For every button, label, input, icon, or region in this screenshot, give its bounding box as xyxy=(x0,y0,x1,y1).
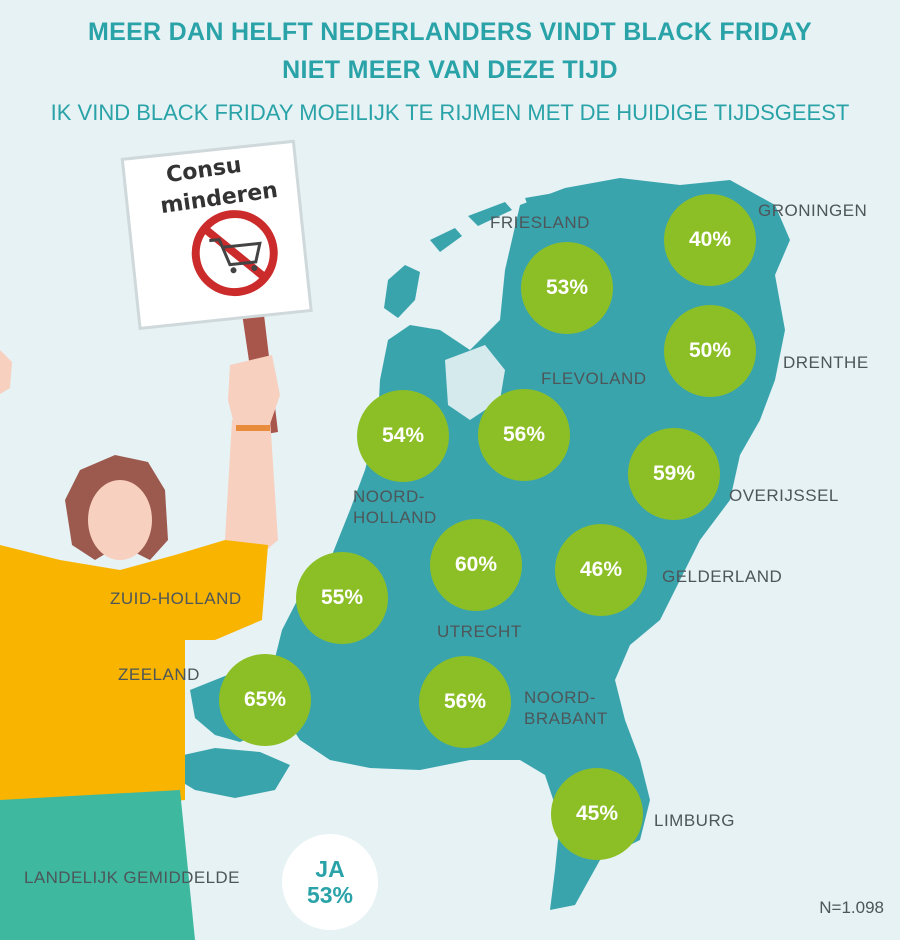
map-wadden-texel xyxy=(384,265,420,318)
national-average-badge: JA 53% xyxy=(282,834,378,930)
badge-flevoland: 56% xyxy=(478,389,570,481)
badge-friesland: 53% xyxy=(521,242,613,334)
sample-size: N=1.098 xyxy=(819,898,884,917)
left-hand xyxy=(0,350,12,394)
map-wadden-vlieland xyxy=(430,228,462,252)
woman-illustration xyxy=(0,139,313,940)
map-wadden-schiermonnikoog xyxy=(580,186,612,197)
label-groningen: GRONINGEN xyxy=(758,201,868,220)
badge-limburg: 45% xyxy=(551,768,643,860)
national-value: 53% xyxy=(306,882,354,908)
label-noord-holland-1: NOORD- xyxy=(353,487,425,506)
national-average-label: LANDELIJK GEMIDDELDE xyxy=(24,868,240,887)
map-mainland xyxy=(272,178,790,910)
label-limburg: LIMBURG xyxy=(654,811,735,830)
label-overijssel: OVERIJSSEL xyxy=(729,486,839,505)
label-drenthe: DRENTHE xyxy=(783,353,869,372)
badge-groningen: 40% xyxy=(664,194,756,286)
title-line-1: MEER DAN HELFT NEDERLANDERS VINDT BLACK … xyxy=(87,18,812,46)
hand xyxy=(228,355,280,432)
label-utrecht: UTRECHT xyxy=(437,622,522,641)
label-noord-brabant-1: NOORD- xyxy=(524,688,596,707)
raised-arm xyxy=(225,418,278,560)
badge-drenthe: 50% xyxy=(664,305,756,397)
badge-zuid-holland: 55% xyxy=(296,552,388,644)
badge-noord-holland: 54% xyxy=(357,390,449,482)
map-ijsselmeer xyxy=(445,345,505,420)
label-gelderland: GELDERLAND xyxy=(662,567,783,586)
map-wadden-ameland xyxy=(525,192,562,206)
label-noord-brabant-2: BRABANT xyxy=(524,709,608,728)
badge-noord-brabant: 56% xyxy=(419,656,511,748)
protest-sign xyxy=(120,139,313,331)
badge-gelderland: 46% xyxy=(555,524,647,616)
shirt xyxy=(0,540,268,815)
bracelet xyxy=(236,425,270,431)
label-flevoland: FLEVOLAND xyxy=(541,369,647,388)
badge-zeeland: 65% xyxy=(219,654,311,746)
face xyxy=(88,480,152,560)
no-shopping-cart-icon xyxy=(191,210,278,297)
subtitle: IK VIND BLACK FRIDAY MOEILIJK TE RIJMEN … xyxy=(50,100,850,125)
title-line-2: NIET MEER VAN DEZE TIJD xyxy=(282,56,618,84)
badge-utrecht: 60% xyxy=(430,519,522,611)
map-wadden-terschelling xyxy=(468,202,512,226)
label-friesland: FRIESLAND xyxy=(490,213,590,232)
label-zuid-holland: ZUID-HOLLAND xyxy=(110,589,242,608)
badge-overijssel: 59% xyxy=(628,428,720,520)
label-zeeland: ZEELAND xyxy=(118,665,200,684)
national-answer: JA xyxy=(315,856,345,882)
label-noord-holland-2: HOLLAND xyxy=(353,508,437,527)
pants xyxy=(0,790,195,940)
